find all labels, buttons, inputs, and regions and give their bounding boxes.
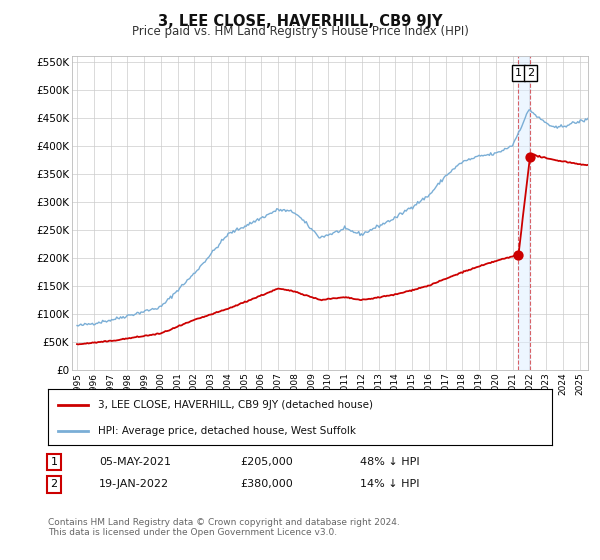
Text: 19-JAN-2022: 19-JAN-2022 [99,479,169,489]
Text: 1: 1 [50,457,58,467]
Text: £380,000: £380,000 [240,479,293,489]
Text: Contains HM Land Registry data © Crown copyright and database right 2024.
This d: Contains HM Land Registry data © Crown c… [48,518,400,538]
Bar [518,56,530,370]
Text: 48% ↓ HPI: 48% ↓ HPI [360,457,419,467]
Point [526,152,535,161]
Text: Price paid vs. HM Land Registry's House Price Index (HPI): Price paid vs. HM Land Registry's House … [131,25,469,38]
Text: 05-MAY-2021: 05-MAY-2021 [99,457,171,467]
Text: 1: 1 [515,68,522,78]
Text: £205,000: £205,000 [240,457,293,467]
Text: 2: 2 [50,479,58,489]
Text: HPI: Average price, detached house, West Suffolk: HPI: Average price, detached house, West… [98,426,356,436]
Point [514,250,523,259]
Text: 3, LEE CLOSE, HAVERHILL, CB9 9JY (detached house): 3, LEE CLOSE, HAVERHILL, CB9 9JY (detach… [98,400,373,410]
Text: 3, LEE CLOSE, HAVERHILL, CB9 9JY: 3, LEE CLOSE, HAVERHILL, CB9 9JY [158,14,442,29]
Text: 2: 2 [527,68,534,78]
Text: 14% ↓ HPI: 14% ↓ HPI [360,479,419,489]
